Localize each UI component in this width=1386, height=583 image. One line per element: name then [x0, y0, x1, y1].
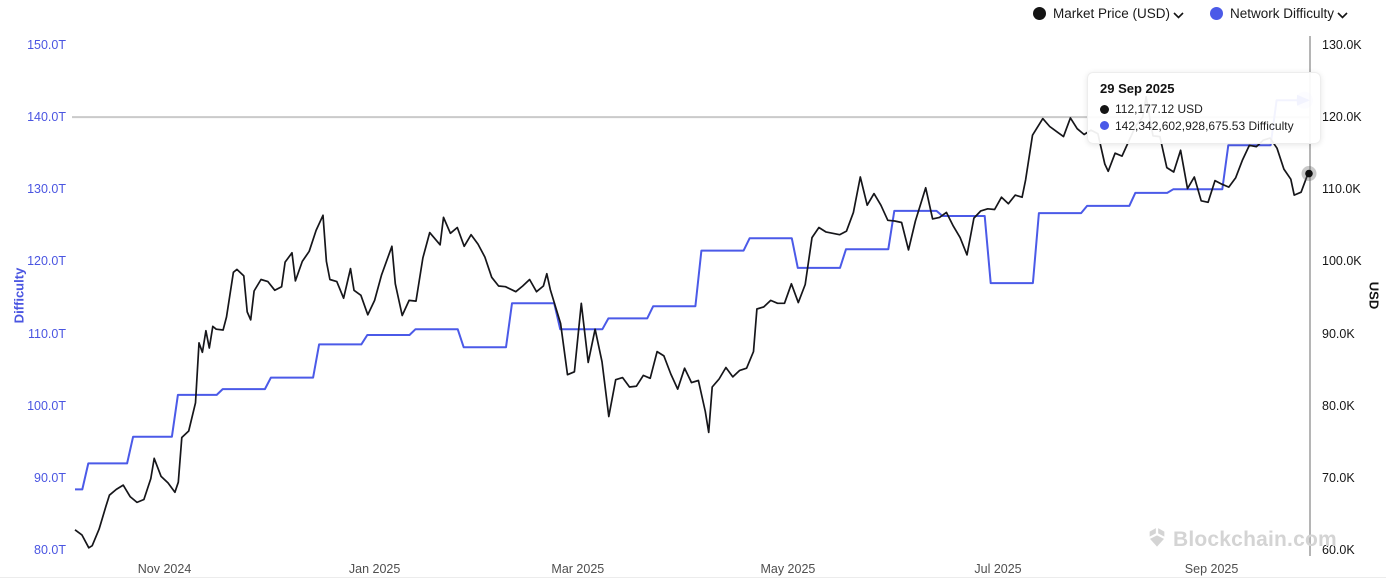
- difficulty-dot-icon: [1100, 121, 1109, 131]
- right-axis-tick-label: 120.0K: [1322, 110, 1362, 125]
- left-axis-tick-label: 90.0T: [34, 470, 66, 485]
- legend-label-market-price: Market Price (USD): [1052, 6, 1170, 21]
- price-line[interactable]: [74, 96, 1309, 549]
- chevron-down-icon[interactable]: [1173, 6, 1184, 24]
- tooltip-price-value: 112,177.12 USD: [1115, 102, 1203, 116]
- left-axis-title: Difficulty: [11, 267, 27, 324]
- left-axis-tick-label: 140.0T: [27, 110, 66, 125]
- watermark-text: Blockchain.com: [1173, 528, 1337, 551]
- price-dot-marker-icon: [1305, 169, 1313, 178]
- price-dot-icon: [1100, 104, 1109, 114]
- right-axis-tick-label: 60.0K: [1322, 543, 1355, 557]
- x-axis-tick-label: Jan 2025: [348, 562, 401, 576]
- blockchain-logo-icon: [1147, 527, 1167, 553]
- chart-tooltip: 29 Sep 2025 112,177.12 USD 142,342,602,9…: [1087, 72, 1321, 144]
- market-price-dot-icon: [1032, 7, 1046, 20]
- x-axis-tick-label: Sep 2025: [1184, 562, 1239, 576]
- tooltip-date: 29 Sep 2025: [1100, 81, 1175, 96]
- tooltip-difficulty-value: 142,342,602,928,675.53 Difficulty: [1115, 118, 1294, 133]
- right-axis-tick-label: 80.0K: [1322, 398, 1355, 413]
- chevron-down-icon[interactable]: [1337, 6, 1348, 24]
- left-axis-tick-label: 100.0T: [27, 398, 66, 413]
- difficulty-line[interactable]: [75, 99, 1308, 491]
- right-axis-tick-label: 110.0K: [1322, 182, 1361, 197]
- left-axis-tick-label: 120.0T: [27, 254, 66, 269]
- right-axis-tick-label: 130.0K: [1322, 38, 1362, 52]
- legend-item-market-price[interactable]: Market Price (USD): [1032, 5, 1184, 24]
- left-axis-tick-label: 110.0T: [28, 326, 66, 341]
- x-axis-tick-label: Jul 2025: [974, 562, 1022, 576]
- legend-label-network-difficulty: Network Difficulty: [1229, 6, 1334, 21]
- left-axis-tick-label: 80.0T: [34, 543, 66, 557]
- chart-legend: Market Price (USD) Network Difficulty: [1032, 5, 1348, 24]
- right-axis-title: USD: [1366, 281, 1382, 310]
- tooltip-difficulty-row: 142,342,602,928,675.53 Difficulty: [1100, 118, 1308, 135]
- x-axis-tick-label: Mar 2025: [551, 562, 605, 576]
- right-axis-tick-label: 70.0K: [1322, 470, 1355, 485]
- legend-item-network-difficulty[interactable]: Network Difficulty: [1209, 5, 1348, 24]
- left-axis-tick-label: 150.0T: [27, 38, 66, 52]
- tooltip-price-row: 112,177.12 USD: [1100, 101, 1308, 118]
- left-axis-tick-label: 130.0T: [27, 182, 66, 197]
- right-axis-tick-label: 90.0K: [1322, 326, 1355, 341]
- network-difficulty-dot-icon: [1209, 7, 1223, 20]
- x-axis-tick-label: Nov 2024: [137, 562, 192, 576]
- right-axis-tick-label: 100.0K: [1322, 254, 1362, 269]
- watermark: Blockchain.com: [1147, 527, 1337, 553]
- x-axis-tick-label: May 2025: [760, 562, 816, 576]
